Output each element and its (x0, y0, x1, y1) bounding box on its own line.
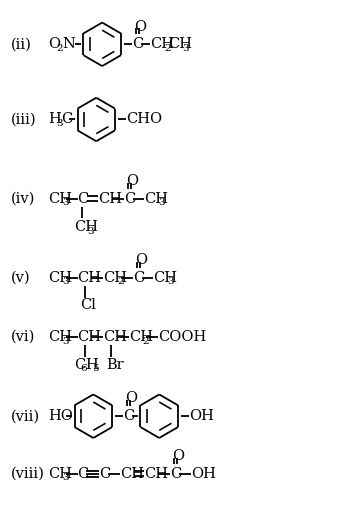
Text: (ii): (ii) (11, 38, 31, 51)
Text: 2: 2 (117, 277, 124, 286)
Text: CH: CH (98, 192, 122, 206)
Text: O: O (172, 449, 184, 463)
Text: 3: 3 (62, 277, 68, 286)
Text: CH: CH (48, 330, 72, 344)
Text: O: O (48, 38, 60, 51)
Text: CH: CH (144, 466, 169, 481)
Text: 3: 3 (62, 337, 68, 346)
Text: CH: CH (103, 330, 127, 344)
Text: C: C (170, 466, 181, 481)
Text: HO: HO (48, 409, 73, 423)
Text: H: H (48, 113, 61, 126)
Text: O: O (134, 19, 146, 33)
Text: CH: CH (168, 38, 192, 51)
Text: OH: OH (191, 466, 216, 481)
Text: CH: CH (153, 271, 177, 285)
Text: 3: 3 (62, 473, 68, 482)
Text: CH: CH (120, 466, 144, 481)
Text: O: O (125, 391, 137, 406)
Text: N: N (62, 38, 75, 51)
Text: COOH: COOH (158, 330, 207, 344)
Text: CH: CH (74, 220, 98, 234)
Text: C: C (133, 271, 144, 285)
Text: 3: 3 (182, 44, 188, 53)
Text: 2: 2 (56, 44, 62, 53)
Text: C: C (124, 192, 135, 206)
Text: C: C (61, 113, 72, 126)
Text: 3: 3 (56, 119, 62, 128)
Text: CH: CH (103, 271, 127, 285)
Text: (iii): (iii) (11, 113, 36, 126)
Text: C: C (77, 192, 89, 206)
Text: CH: CH (48, 466, 72, 481)
Text: 5: 5 (92, 364, 99, 373)
Text: H: H (86, 358, 98, 372)
Text: (vi): (vi) (11, 330, 35, 344)
Text: 3: 3 (62, 198, 68, 207)
Text: Cl: Cl (81, 299, 96, 312)
Text: CH: CH (48, 192, 72, 206)
Text: 3: 3 (158, 198, 165, 207)
Text: (iv): (iv) (11, 192, 35, 206)
Text: CH: CH (77, 271, 102, 285)
Text: O: O (126, 174, 138, 188)
Text: 2: 2 (164, 44, 171, 53)
Text: CH: CH (129, 330, 153, 344)
Text: C: C (132, 38, 143, 51)
Text: CH: CH (144, 192, 169, 206)
Text: OH: OH (189, 409, 214, 423)
Text: C: C (123, 409, 134, 423)
Text: CHO: CHO (126, 113, 162, 126)
Text: CH: CH (77, 330, 102, 344)
Text: 6: 6 (81, 364, 87, 373)
Text: CH: CH (48, 271, 72, 285)
Text: 2: 2 (142, 337, 149, 346)
Text: C: C (77, 466, 89, 481)
Text: C: C (74, 358, 85, 372)
Text: Br: Br (106, 358, 124, 372)
Text: CH: CH (150, 38, 174, 51)
Text: (v): (v) (11, 271, 30, 285)
Text: 3: 3 (87, 227, 94, 236)
Text: C: C (99, 466, 111, 481)
Text: 3: 3 (167, 277, 174, 286)
Text: (vii): (vii) (11, 409, 40, 423)
Text: O: O (135, 253, 147, 267)
Text: (viii): (viii) (11, 466, 45, 481)
